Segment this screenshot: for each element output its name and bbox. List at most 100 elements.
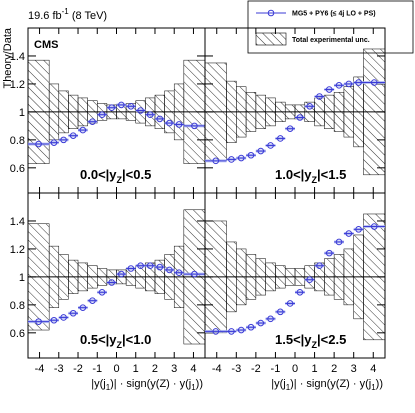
model-point xyxy=(156,263,164,271)
label-part: 0.0<|y xyxy=(80,167,117,182)
label-part: |<0.5 xyxy=(122,167,151,182)
model-point xyxy=(228,156,235,163)
label-part: 1 xyxy=(286,383,291,392)
model-point xyxy=(137,107,144,114)
model-point xyxy=(257,147,265,155)
panel: 1.0<|yZ|<1.5 xyxy=(204,27,386,194)
model-point xyxy=(137,262,144,270)
model-point xyxy=(345,80,353,88)
model-point xyxy=(69,309,77,317)
model-point xyxy=(296,288,304,296)
model-point xyxy=(60,314,67,321)
model-point xyxy=(146,262,154,270)
panel: 0.60.811.21.4-4 -3 -2 -1 0 1 2 3 40.5<|yZ|<1.0|y… xyxy=(10,192,206,392)
model-point xyxy=(89,297,96,304)
model-point xyxy=(316,262,323,270)
x-tick-label: -2 xyxy=(251,363,261,375)
legend-marker xyxy=(267,9,275,17)
model-point xyxy=(175,269,183,277)
x-tick-label: -4 xyxy=(212,363,222,375)
model-point xyxy=(212,328,220,335)
model-point xyxy=(316,93,323,100)
model-point xyxy=(370,223,378,230)
legend: MG5 + PY6 (≤ 4j LO + PS) Total experimen… xyxy=(247,0,414,54)
model-point xyxy=(267,142,274,149)
x-tick-label: 0 xyxy=(292,363,298,375)
model-point xyxy=(277,308,284,316)
model-point xyxy=(191,122,198,130)
label-part: 1.5<|y xyxy=(275,332,312,347)
model-point xyxy=(228,328,235,335)
model-point xyxy=(175,121,183,128)
y-tick-label: 1.4 xyxy=(10,216,25,228)
y-tick-label: 0.6 xyxy=(10,163,25,175)
lumi: 19.6 fb-1 (8 TeV) xyxy=(28,7,107,22)
x-tick-label: -4 xyxy=(35,363,45,375)
model-point xyxy=(191,270,198,278)
panel-label: 0.5<|yZ|<1.0 xyxy=(80,332,151,350)
x-tick-label: -1 xyxy=(92,363,102,375)
model-point xyxy=(257,319,265,327)
x-tick-label: 1 xyxy=(133,363,139,375)
label-part: |<1.5 xyxy=(317,167,346,182)
model-point xyxy=(50,316,58,324)
x-tick-label: 3 xyxy=(171,363,177,375)
y-tick-label: 0.6 xyxy=(10,328,25,340)
model-point xyxy=(325,249,333,257)
label-part: 0.5<|y xyxy=(80,332,117,347)
label-part: Z xyxy=(117,175,123,185)
label-part: )) xyxy=(196,378,203,390)
x-tick-label: 2 xyxy=(152,363,158,375)
panel-label: 1.0<|yZ|<1.5 xyxy=(275,167,346,185)
model-point xyxy=(355,226,362,233)
model-point xyxy=(79,126,87,134)
legend-label: Total experimental unc. xyxy=(292,37,370,44)
y-tick-label: 1.2 xyxy=(10,244,25,256)
model-point xyxy=(247,323,255,331)
x-tick-label: 0 xyxy=(113,363,119,375)
model-point xyxy=(247,151,255,159)
model-point xyxy=(296,114,304,121)
label-part: |<1.0 xyxy=(122,332,151,347)
model-point xyxy=(335,238,343,246)
model-point xyxy=(166,266,173,274)
model-point xyxy=(345,230,353,237)
label-part: 1 xyxy=(106,383,111,392)
model-point xyxy=(325,86,333,93)
model-point xyxy=(146,111,154,118)
label-part: Z xyxy=(312,175,318,185)
x-tick-label: -1 xyxy=(271,363,281,375)
label-part: Z xyxy=(312,340,318,350)
experiment: CMS xyxy=(34,39,58,51)
model-point xyxy=(237,154,245,162)
panel: -4 -3 -2 -1 0 1 2 3 41.5<|yZ|<2.5|y(j1)| · sign(… xyxy=(204,192,386,392)
y-tick-label: 0.8 xyxy=(10,300,25,312)
y-axis-label: Theory/Data xyxy=(2,27,14,88)
label-part: |y(j xyxy=(271,378,285,390)
panel-label: 0.0<|yZ|<0.5 xyxy=(80,167,151,185)
y-tick-label: 0.8 xyxy=(10,135,25,147)
y-tick-label: 1 xyxy=(19,272,25,284)
model-point xyxy=(127,265,135,272)
model-point xyxy=(286,300,294,307)
model-point xyxy=(50,139,58,146)
model-point xyxy=(306,103,313,110)
x-tick-label: -3 xyxy=(231,363,241,375)
model-point xyxy=(60,136,67,144)
x-tick-label: -3 xyxy=(54,363,64,375)
model-point xyxy=(98,111,106,118)
model-point xyxy=(212,157,220,165)
x-tick-label: 3 xyxy=(351,363,357,375)
label-part: Z xyxy=(117,340,123,350)
label-part: |<2.5 xyxy=(317,332,346,347)
x-axis-label: |y(j1)| · sign(y(Z) · y(j1)) xyxy=(91,378,203,392)
model-point xyxy=(35,318,42,325)
x-tick-label: -2 xyxy=(73,363,83,375)
model-point xyxy=(355,79,362,86)
model-point xyxy=(108,104,115,112)
label-part: 1 xyxy=(191,383,196,392)
model-point xyxy=(267,315,274,323)
model-point xyxy=(98,288,106,296)
label-part: 1 xyxy=(371,383,376,392)
